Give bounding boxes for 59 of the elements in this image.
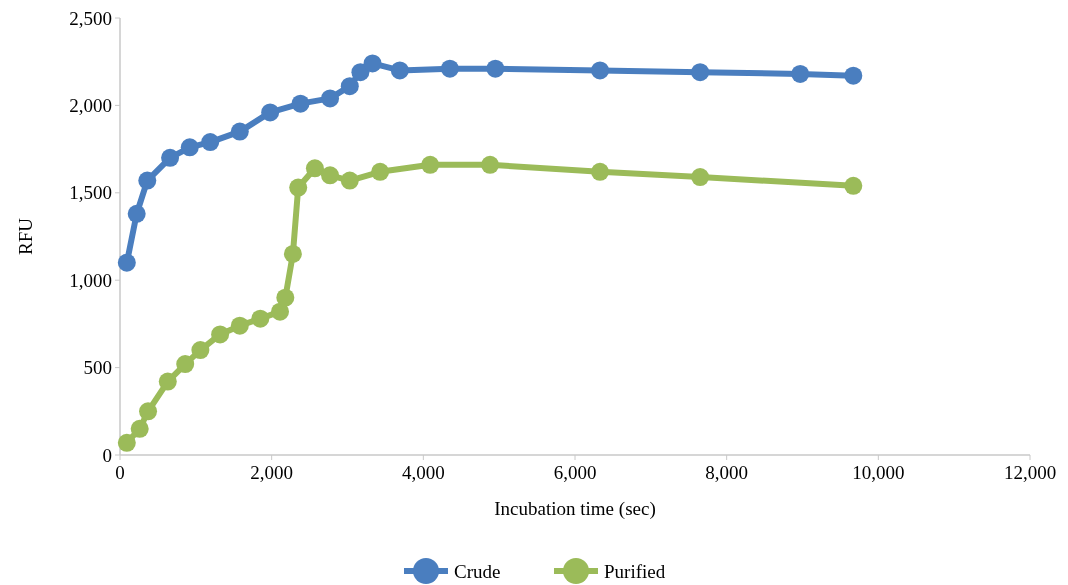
point [321,89,340,108]
y-tick-label: 1,500 [69,182,112,204]
point [371,162,390,181]
point [283,244,302,263]
point [176,355,195,374]
point [201,133,220,152]
point [271,302,290,321]
point [180,138,199,157]
point [139,402,158,421]
point [390,61,409,80]
x-axis-title: Incubation time (sec) [494,498,656,520]
x-tick-label: 12,000 [1003,462,1057,483]
point [251,309,270,328]
point [117,253,136,272]
point [481,155,500,174]
y-tick-label: 0 [102,444,112,466]
y-tick-label: 2,500 [69,7,112,29]
point [691,63,710,82]
point [289,178,308,197]
x-tick-label: 6,000 [553,462,597,483]
point [161,148,180,167]
y-tick-label: 2,000 [69,95,112,117]
point [261,103,280,122]
y-tick-label: 500 [83,357,112,379]
point [486,59,505,78]
point [591,162,610,181]
point [305,159,324,178]
x-tick-label: 2,000 [250,462,294,483]
point [191,341,210,360]
point [127,204,146,223]
y-tick-label: 1,000 [69,269,112,291]
point [844,66,863,85]
point [276,288,295,307]
point [844,176,863,195]
x-tick-label: 0 [115,462,125,483]
point [421,155,440,174]
point [791,64,810,83]
point [440,59,459,78]
legend-label: Crude [454,560,501,582]
point [363,54,382,73]
point [351,63,370,82]
point [158,372,177,391]
point [691,168,710,187]
x-tick-label: 10,000 [852,462,905,483]
x-tick-label: 4,000 [401,462,445,483]
y-axis-title: RFU [15,217,36,255]
point [230,316,249,335]
legend-label: Purified [604,560,666,582]
point [291,94,310,113]
point [211,325,230,344]
point [117,433,136,452]
x-tick-label: 8,000 [705,462,749,483]
point [340,171,359,190]
point [321,166,340,185]
point [340,77,359,96]
point [130,419,149,438]
point [138,171,157,190]
point [591,61,610,80]
point [230,122,249,141]
